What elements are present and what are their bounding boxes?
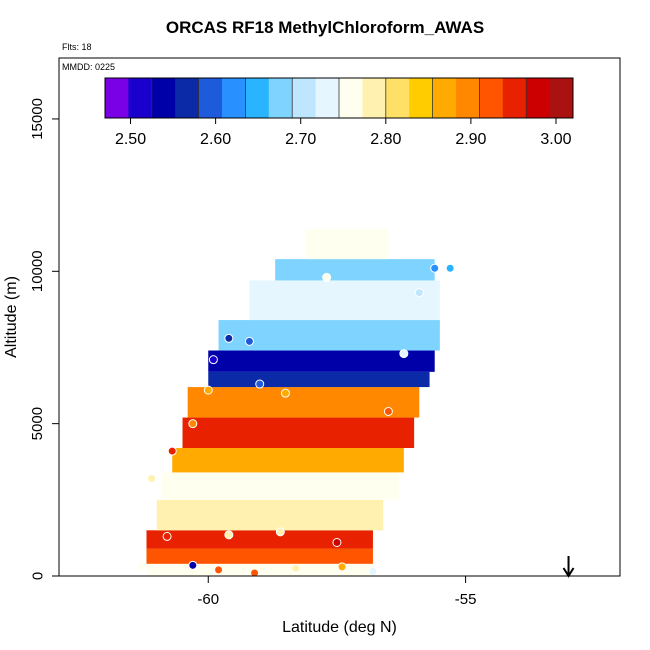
date-note: MMDD: 0225 (62, 62, 116, 72)
colorbar-swatch-4 (198, 78, 223, 118)
heatmap-cell-11 (249, 280, 440, 321)
colorbar-swatch-1 (128, 78, 153, 118)
sample-point-5 (337, 562, 347, 572)
heatmap-cell-9 (208, 350, 435, 372)
colorbar: 2.50 2.60 2.70 2.80 2.90 3.00 (104, 77, 574, 148)
colorbar-tick-label-4: 2.90 (455, 131, 486, 148)
heatmap-cell-2 (146, 530, 373, 549)
sample-point-25 (167, 446, 177, 456)
colorbar-swatch-18 (526, 78, 551, 118)
axes: -60 -55 0 5000 10000 15000 Latitude (deg N) Alt… (3, 57, 621, 636)
colorbar-swatch-5 (222, 78, 246, 118)
colorbar-tick-label-0: 2.50 (115, 131, 146, 148)
sample-point-8 (224, 530, 234, 540)
colorbar-swatch-6 (245, 78, 270, 118)
colorbar-swatch-14 (432, 78, 457, 118)
sample-point-9 (275, 527, 285, 537)
heatmap-cell-10 (218, 320, 440, 351)
colorbar-tick-label-2: 2.70 (285, 131, 316, 148)
heatmap-cell-8 (208, 371, 430, 388)
sample-point-1 (188, 560, 198, 570)
y-tick-label-2: 10000 (29, 250, 46, 292)
chart-title: ORCAS RF18 MethylChloroform_AWAS (165, 18, 485, 37)
heatmap-cell-1 (146, 548, 373, 564)
colorbar-swatch-10 (339, 78, 363, 118)
y-tick-label-0: 0 (29, 572, 46, 580)
sample-point-17 (208, 355, 218, 365)
y-axis-label: Altitude (m) (3, 276, 20, 358)
x-tick-label-1: -55 (455, 591, 477, 608)
heatmap-cell-5 (172, 448, 404, 473)
colorbar-tick-label-5: 3.00 (540, 131, 571, 148)
colorbar-swatch-3 (175, 78, 200, 118)
sample-point-0 (136, 562, 146, 572)
colorbar-swatch-12 (385, 78, 410, 118)
colorbar-swatch-8 (292, 78, 317, 118)
heatmap-cell-13 (306, 228, 389, 260)
heatmap-cell-4 (161, 472, 399, 500)
sample-point-12 (188, 419, 198, 429)
y-tick-label-1: 5000 (29, 407, 46, 440)
sample-point-6 (368, 566, 378, 576)
sample-point-23 (430, 263, 440, 273)
sample-point-19 (244, 336, 254, 346)
sample-points-layer (136, 263, 455, 578)
colorbar-swatch-2 (151, 78, 176, 118)
heatmap-cell-7 (187, 387, 420, 418)
colorbar-swatch-19 (549, 78, 574, 118)
heatmap-cell-6 (182, 417, 415, 449)
heatmap-layer (146, 228, 440, 576)
x-axis-label: Latitude (deg N) (282, 619, 397, 636)
colorbar-tick-label-1: 2.60 (200, 131, 231, 148)
heatmap-cell-0 (146, 563, 373, 576)
sample-point-24 (445, 263, 455, 273)
sample-point-14 (255, 379, 265, 389)
flights-note: Flts: 18 (62, 42, 92, 52)
sample-point-11 (147, 473, 157, 483)
sample-point-16 (383, 406, 393, 416)
colorbar-swatch-17 (502, 78, 527, 118)
arrow-indicator (562, 556, 575, 578)
sample-point-4 (291, 563, 301, 573)
heatmap-cell-12 (275, 259, 435, 281)
y-tick-label-3: 15000 (29, 98, 46, 140)
sample-point-3 (250, 568, 260, 578)
colorbar-swatch-0 (105, 78, 129, 118)
colorbar-swatch-16 (479, 78, 504, 118)
sample-point-2 (214, 565, 224, 575)
heatmap-cell-3 (156, 499, 384, 531)
colorbar-frame (104, 77, 574, 119)
colorbar-swatch-9 (315, 78, 340, 118)
arrow-head (562, 567, 575, 578)
sample-point-21 (322, 272, 332, 282)
sample-point-20 (399, 349, 409, 359)
sample-point-22 (414, 288, 424, 298)
colorbar-swatch-7 (268, 78, 293, 118)
colorbar-tick-label-3: 2.80 (370, 131, 401, 148)
sample-point-18 (224, 333, 234, 343)
colorbar-swatch-13 (409, 78, 434, 118)
x-tick-label-0: -60 (197, 591, 219, 608)
sample-point-10 (332, 537, 342, 547)
sample-point-7 (162, 531, 172, 541)
sample-point-13 (203, 385, 213, 395)
colorbar-swatch-15 (456, 78, 480, 118)
plot-frame (58, 57, 621, 577)
colorbar-swatch-11 (362, 78, 387, 118)
sample-point-15 (280, 388, 290, 398)
